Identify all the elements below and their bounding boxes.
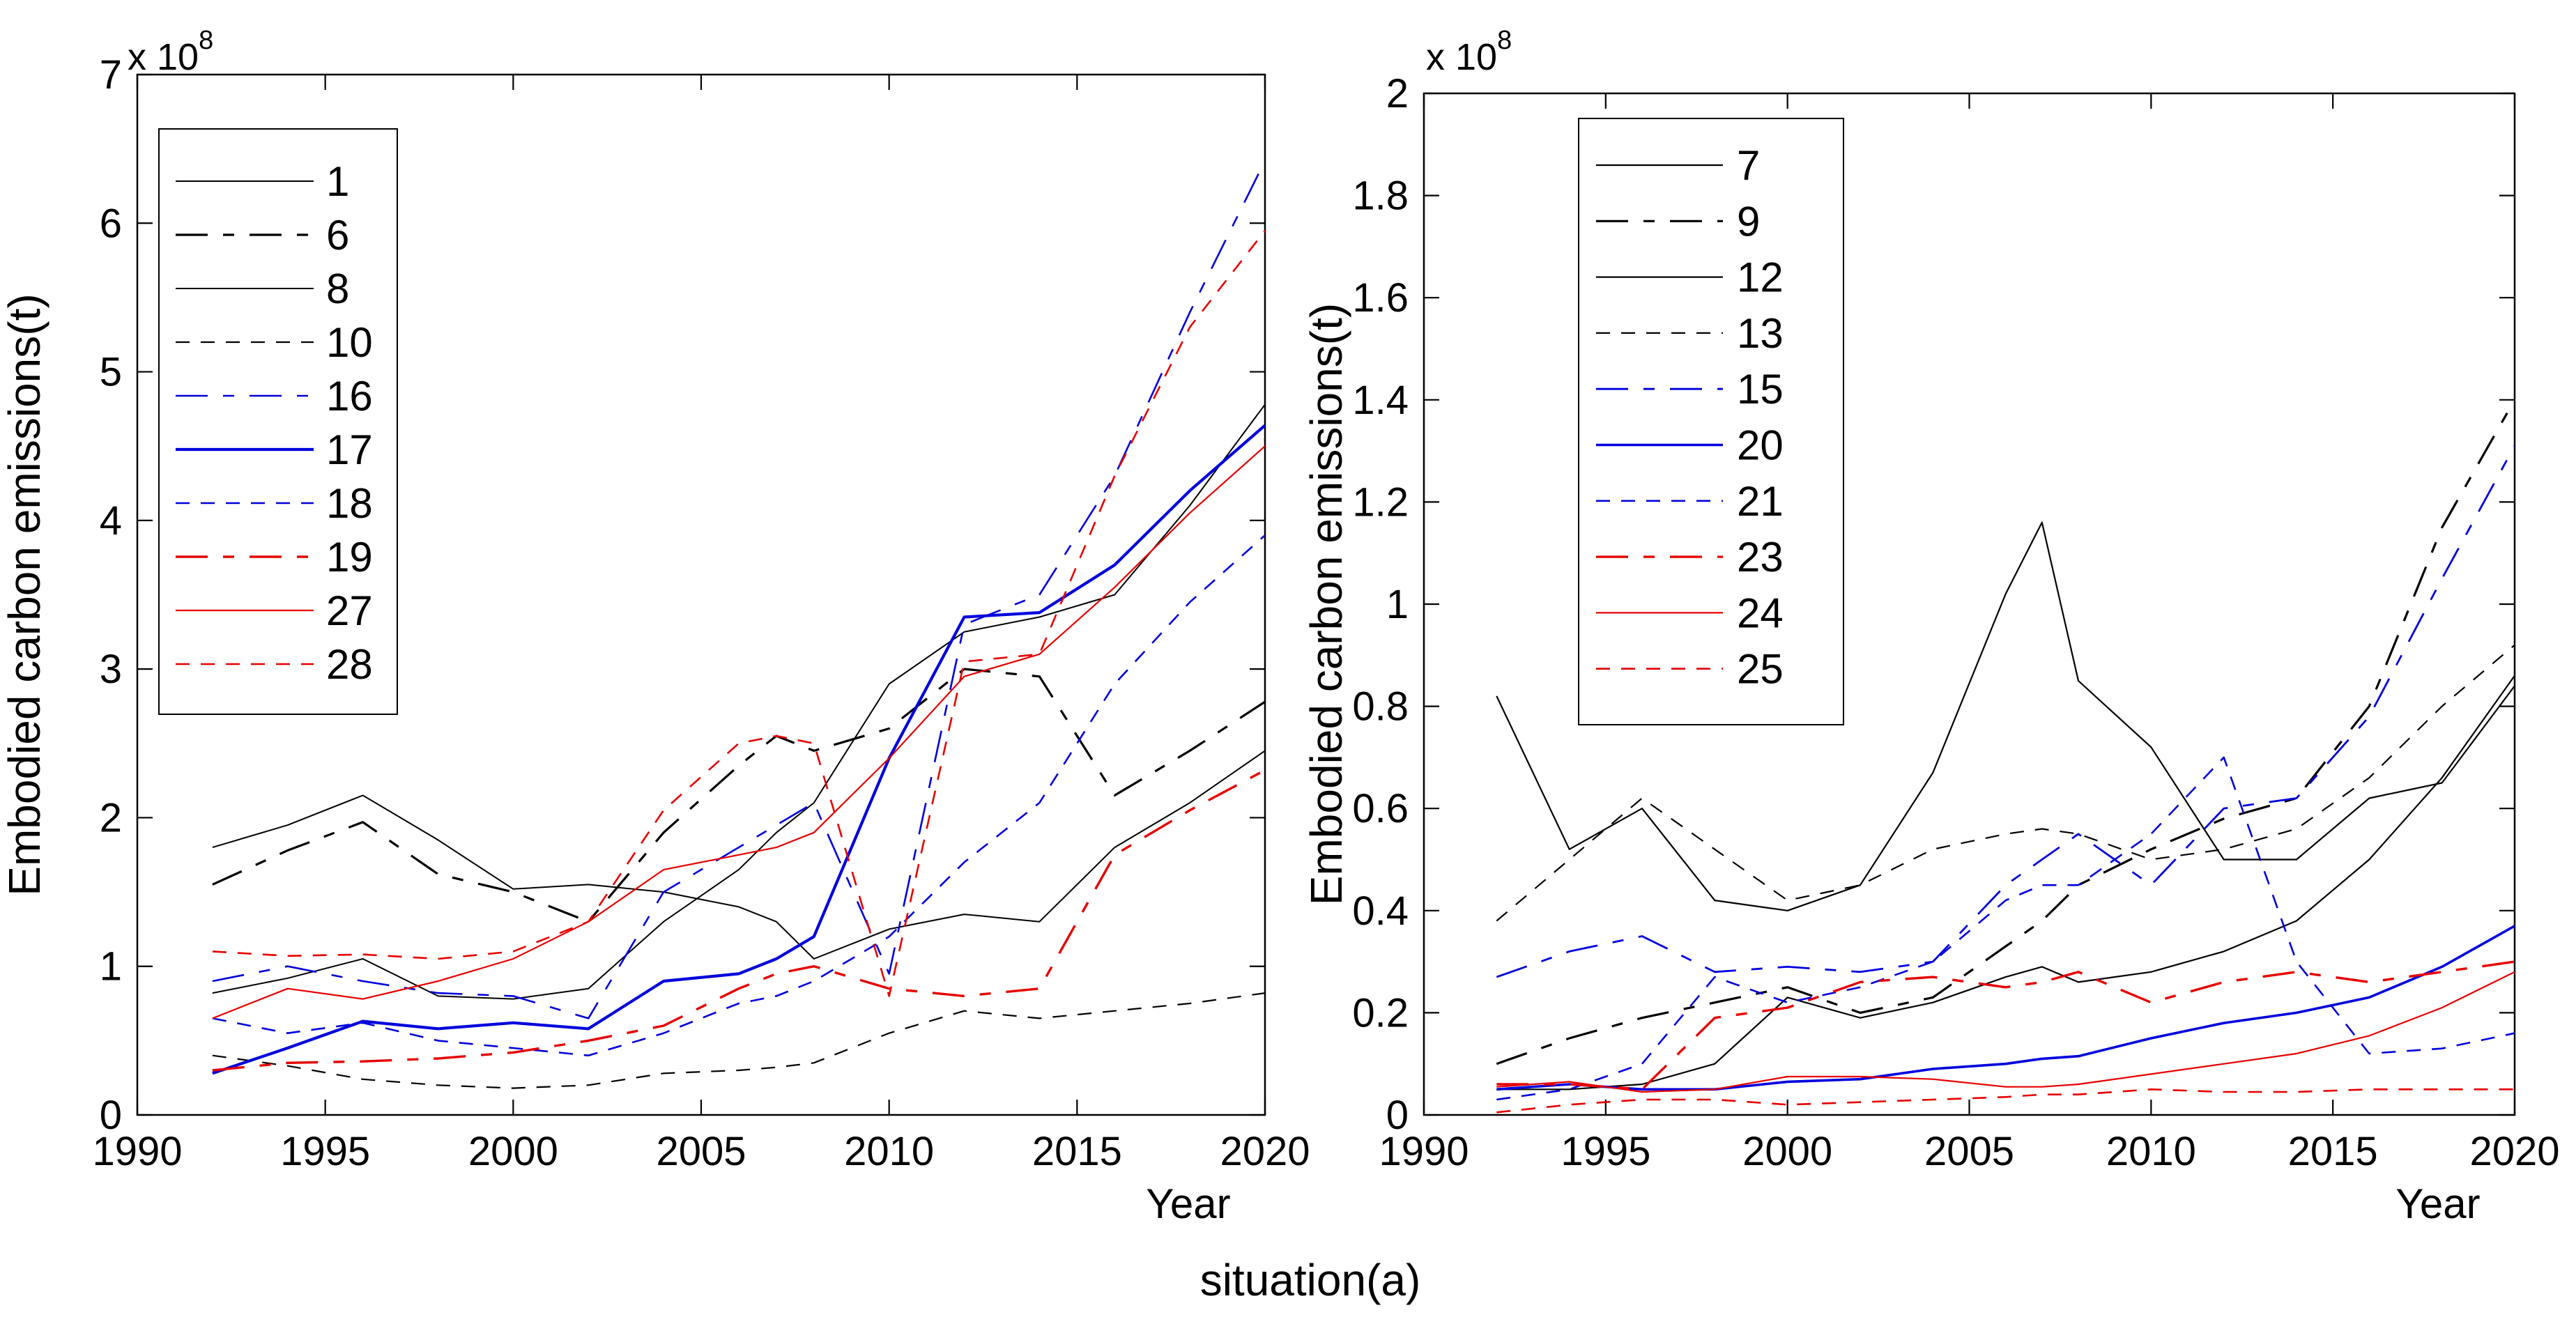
y-axis-scale-label: x 108	[128, 26, 213, 78]
y-tick-label: 0.6	[1352, 786, 1409, 831]
x-tick-label: 1995	[280, 1129, 370, 1174]
series-24	[1496, 971, 2515, 1093]
x-tick-label: 2010	[844, 1129, 934, 1174]
legend-label: 21	[1737, 478, 1784, 525]
x-tick-label: 2010	[2106, 1129, 2196, 1174]
y-axis-scale-label: x 108	[1426, 26, 1512, 78]
series-21	[1496, 756, 2515, 1101]
y-tick-label: 7	[100, 52, 122, 98]
x-tick-label: 1990	[1379, 1129, 1469, 1174]
y-tick-label: 1	[1386, 582, 1409, 627]
y-tick-label: 0.8	[1352, 684, 1409, 730]
x-tick-label: 2000	[468, 1129, 558, 1174]
series-12	[1496, 675, 2515, 1091]
legend-label: 23	[1737, 534, 1784, 580]
series-23	[1496, 960, 2515, 1091]
y-tick-label: 6	[100, 201, 122, 246]
series-28	[212, 230, 1266, 997]
chart-panel-panel-right: 1990 1995 2000 2005 2010 2015 202000.20.40.60.…	[1301, 26, 2560, 1227]
series-1	[212, 750, 1266, 960]
figure-caption: situation(a)	[1199, 1255, 1421, 1305]
x-tick-label: 2015	[2288, 1129, 2378, 1174]
x-tick-label: 2015	[1032, 1129, 1122, 1174]
legend-label: 20	[1737, 422, 1784, 469]
legend-label: 28	[326, 641, 373, 688]
series-20	[1496, 925, 2515, 1091]
series-17	[212, 424, 1266, 1075]
x-tick-label: 1995	[1561, 1129, 1650, 1174]
series-16	[212, 160, 1266, 1019]
legend-label: 1	[326, 158, 349, 205]
y-tick-label: 1.4	[1352, 378, 1409, 423]
legend-label: 25	[1737, 646, 1784, 693]
y-tick-label: 1	[100, 944, 122, 989]
legend-label: 18	[326, 480, 373, 527]
y-tick-label: 1.8	[1352, 174, 1409, 219]
x-tick-label: 2005	[1924, 1129, 2014, 1174]
legend-box	[1578, 118, 1844, 725]
x-axis-label: Year	[2395, 1180, 2480, 1227]
series-7	[1496, 521, 2515, 911]
x-tick-label: 2020	[1220, 1129, 1310, 1174]
legend-box	[158, 128, 398, 715]
x-tick-label: 2020	[2469, 1129, 2559, 1174]
x-axis-label: Year	[1146, 1180, 1230, 1227]
legend-label: 6	[326, 212, 349, 259]
chart-panel-panel-left: 1990 1995 2000 2005 2010 2015 2020 0 1 2 3 4 5 6 7 x 10…	[0, 26, 1310, 1227]
series-10	[212, 992, 1266, 1089]
legend-label: 24	[1737, 590, 1784, 636]
y-tick-label: 0	[1386, 1093, 1409, 1138]
legend-label: 15	[1737, 366, 1784, 413]
legend-label: 12	[1737, 254, 1784, 301]
y-axis-label: Embodied carbon emissions(t)	[0, 293, 49, 895]
y-tick-label: 0.2	[1352, 990, 1409, 1035]
series-13	[1496, 644, 2515, 922]
series-6	[212, 668, 1266, 923]
y-tick-label: 0.4	[1352, 888, 1409, 934]
legend-label: 10	[326, 319, 373, 366]
x-tick-label: 2005	[656, 1129, 746, 1174]
legend-label: 13	[1737, 310, 1784, 357]
legend-label: 19	[326, 534, 373, 580]
legend-label: 17	[326, 426, 373, 473]
y-tick-label: 5	[100, 350, 122, 395]
series-18	[212, 534, 1266, 1056]
series-15	[1496, 445, 2516, 978]
series-25	[1496, 1088, 2515, 1114]
y-tick-label: 3	[100, 647, 122, 692]
x-tick-label: 1990	[92, 1129, 182, 1174]
x-tick-label: 2000	[1742, 1129, 1832, 1174]
legend-label: 16	[326, 373, 373, 419]
legend-label: 9	[1737, 198, 1760, 245]
y-axis-label: Embodied carbon emissions(t)	[1301, 303, 1351, 905]
y-tick-label: 1.6	[1352, 275, 1409, 321]
y-tick-label: 2	[1386, 71, 1409, 116]
y-tick-label: 0	[100, 1093, 122, 1138]
series-27	[212, 445, 1266, 1019]
legend-label: 8	[326, 265, 349, 312]
y-tick-label: 1.2	[1352, 479, 1409, 525]
legend-label: 7	[1737, 142, 1760, 189]
legend-label: 27	[326, 587, 373, 634]
y-tick-label: 2	[100, 795, 122, 840]
y-tick-label: 4	[100, 498, 122, 544]
